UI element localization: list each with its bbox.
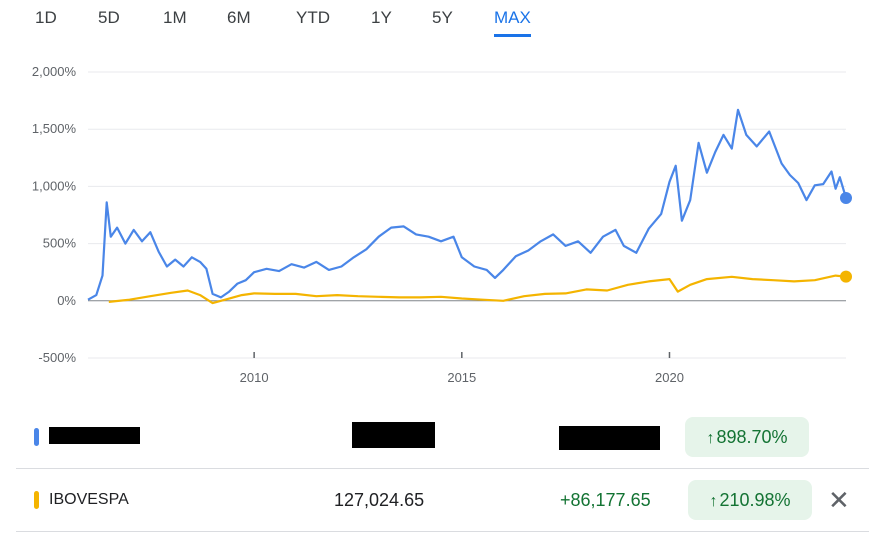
tab-6m[interactable]: 6M (227, 8, 251, 27)
up-arrow-icon: ↑ (706, 430, 715, 447)
quote-row-redacted[interactable]: ↑ 898.70% (16, 406, 869, 469)
up-arrow-icon: ↑ (709, 493, 718, 510)
series-end-marker-2 (840, 270, 852, 283)
series-color-swatch (34, 491, 39, 509)
series-line-2 (108, 274, 847, 305)
x-tick-label: 2020 (655, 370, 684, 385)
series-color-swatch (34, 428, 39, 446)
redacted-price (352, 422, 435, 448)
index-change: +86,177.65 (560, 490, 651, 510)
close-icon[interactable]: ✕ (828, 485, 850, 515)
chart-series (87, 108, 852, 305)
percent-change-badge: ↑ 898.70% (685, 417, 809, 457)
y-tick-label: 0% (57, 293, 76, 308)
tab-1y[interactable]: 1Y (371, 8, 392, 27)
percent-change-badge: ↑ 210.98% (688, 480, 812, 520)
chart-grid (88, 71, 846, 359)
y-tick-label: 1,000% (32, 178, 77, 193)
y-tick-label: 2,000% (32, 64, 77, 79)
y-tick-label: 1,500% (32, 121, 77, 136)
x-axis-ticks: 2010 2015 2020 (240, 352, 684, 385)
series-line-1 (87, 108, 848, 301)
y-tick-label: 500% (43, 236, 77, 251)
index-name: IBOVESPA (49, 491, 129, 508)
redacted-name (49, 427, 140, 444)
percent-change-value: 898.70% (716, 427, 788, 447)
series-end-marker-1 (840, 191, 852, 204)
tab-1d[interactable]: 1D (35, 8, 57, 27)
tab-5d[interactable]: 5D (98, 8, 120, 27)
tab-5y[interactable]: 5Y (432, 8, 453, 27)
tab-1m[interactable]: 1M (163, 8, 187, 27)
y-tick-label: -500% (38, 350, 76, 365)
time-range-tabs: 1D 5D 1M 6M YTD 1Y 5Y MAX (0, 0, 885, 40)
tab-max[interactable]: MAX (494, 8, 531, 37)
y-axis-ticks: 2,000% 1,500% 1,000% 500% 0% -500% (32, 64, 77, 365)
redacted-change (559, 426, 660, 450)
x-tick-label: 2010 (240, 370, 269, 385)
quote-row-ibovespa[interactable]: IBOVESPA 127,024.65 +86,177.65 ↑ 210.98% … (16, 469, 869, 532)
x-tick-label: 2015 (447, 370, 476, 385)
percent-change-value: 210.98% (719, 490, 791, 510)
tab-ytd[interactable]: YTD (296, 8, 330, 27)
index-price: 127,024.65 (334, 490, 425, 510)
performance-chart: 2,000%1,500%1,000%500%0%-500% 2010 2015 20… (32, 64, 852, 385)
